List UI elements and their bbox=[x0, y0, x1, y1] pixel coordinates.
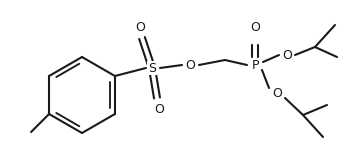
Text: S: S bbox=[148, 61, 156, 75]
Text: O: O bbox=[250, 20, 260, 34]
Text: O: O bbox=[282, 49, 292, 61]
Text: O: O bbox=[135, 20, 145, 34]
Text: O: O bbox=[272, 87, 282, 99]
Text: O: O bbox=[185, 59, 195, 71]
Text: O: O bbox=[154, 103, 164, 116]
Text: P: P bbox=[251, 59, 259, 71]
